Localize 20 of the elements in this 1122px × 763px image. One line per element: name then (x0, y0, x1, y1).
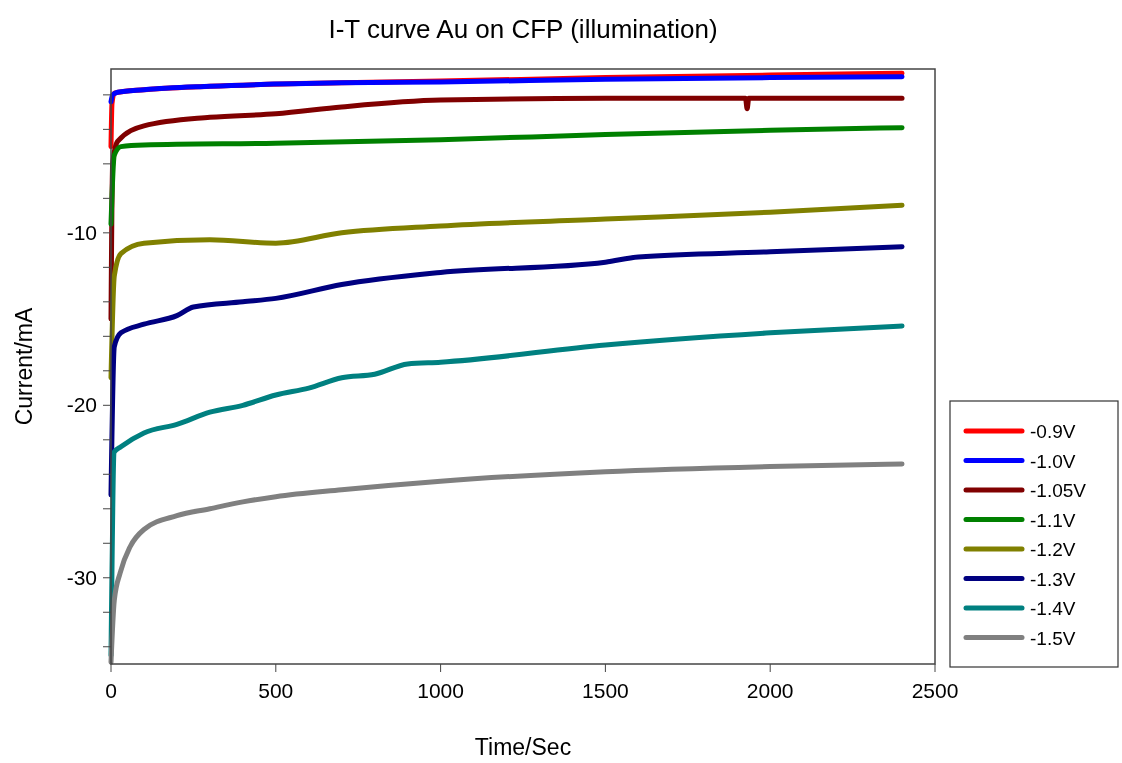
legend-label: -1.3V (1030, 568, 1076, 590)
y-axis-title: Current/mA (11, 307, 37, 426)
y-tick-label: -20 (66, 393, 97, 417)
y-tick-label: -30 (66, 565, 97, 589)
legend-label: -1.0V (1030, 450, 1076, 472)
x-tick-label: 500 (258, 679, 294, 702)
x-tick-label: 2000 (746, 679, 794, 702)
legend-label: -1.5V (1030, 627, 1076, 649)
y-tick-label: -10 (66, 220, 97, 244)
legend-label: -1.05V (1030, 480, 1087, 501)
x-tick-label: 1500 (582, 679, 629, 702)
legend-label: -1.2V (1030, 539, 1076, 560)
x-axis-title: Time/Sec (474, 734, 572, 760)
legend-label: -0.9V (1030, 421, 1076, 442)
legend-label: -1.4V (1030, 598, 1076, 619)
x-tick-label: 1000 (417, 679, 464, 702)
legend-label: -1.1V (1030, 509, 1076, 531)
x-tick-label: 0 (105, 679, 117, 702)
chart-title: I-T curve Au on CFP (illumination) (328, 14, 718, 44)
x-tick-label: 2500 (911, 679, 959, 702)
